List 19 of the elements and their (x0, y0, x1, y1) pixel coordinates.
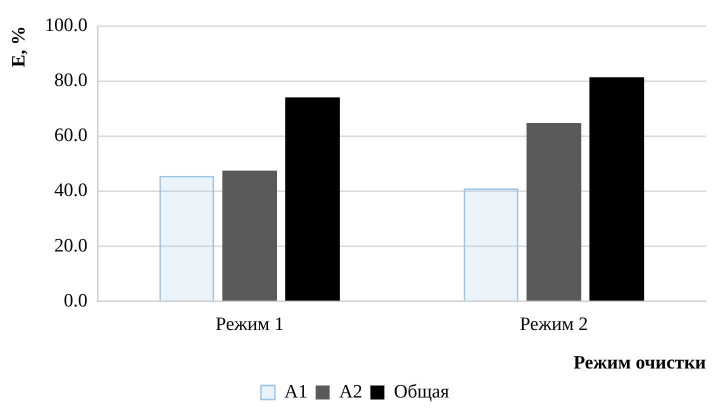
y-tick-label: 60.0 (54, 125, 88, 146)
x-tick-label: Режим 1 (216, 314, 284, 335)
y-tick-label: 20.0 (54, 235, 88, 256)
bar (589, 77, 644, 301)
bar (222, 170, 278, 301)
x-axis-title: Режим очистки (573, 352, 706, 374)
bar (285, 97, 340, 301)
bar (526, 122, 582, 301)
legend-label: A1 (284, 381, 308, 402)
y-tick-label: 0.0 (64, 290, 88, 312)
x-tick-label: Режим 2 (520, 314, 588, 335)
legend-label: A2 (339, 381, 362, 402)
legend-label: Общая (394, 381, 450, 402)
y-axis-title: E, % (8, 26, 30, 68)
y-tick-label: 80.0 (54, 70, 88, 92)
bar (159, 176, 214, 301)
bar (464, 188, 518, 301)
y-tick-label: 40.0 (54, 180, 88, 202)
y-tick-label: 100.0 (44, 14, 88, 36)
